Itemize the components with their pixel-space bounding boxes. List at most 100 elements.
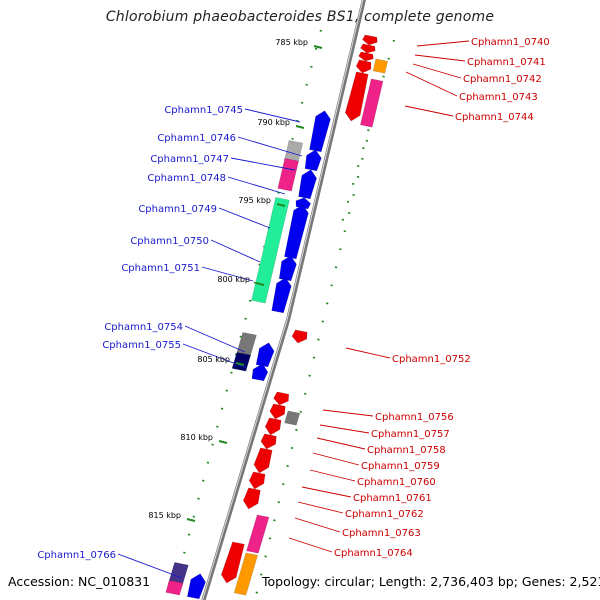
scale-tick — [218, 440, 228, 444]
map-title: Chlorobium phaeobacteroides BS1, complet… — [105, 9, 495, 25]
leader-line-reverse — [404, 105, 454, 117]
forward-lane2-gene-5 — [231, 352, 251, 372]
scale-tick — [255, 282, 265, 286]
gene-label-reverse: Cphamn1_0764 — [334, 548, 413, 559]
reverse-lane2-gene-5 — [233, 552, 259, 596]
scale-label: 800 kbp — [217, 275, 250, 284]
reverse-gene-1 — [362, 34, 378, 46]
gene-labels: Cphamn1_0745 Cphamn1_0746 Cphamn1_0747 Cpha… — [37, 37, 549, 561]
leader-line-forward — [210, 239, 261, 263]
genome-backbone — [201, 0, 366, 600]
scale-tick — [235, 362, 245, 366]
gene-label-forward: Cphamn1_0746 — [157, 133, 236, 144]
reverse-lane2-gene-3 — [284, 410, 301, 426]
leader-line-forward — [230, 157, 296, 171]
gene-label-forward: Cphamn1_0754 — [104, 322, 183, 333]
leader-line-reverse — [414, 54, 466, 62]
reverse-gene-6 — [291, 329, 308, 344]
forward-lane2-gene-3 — [251, 197, 290, 304]
forward-gene-8 — [255, 342, 275, 368]
forward-gene-5 — [284, 204, 309, 260]
forward-lane2-gene-2 — [277, 158, 299, 192]
gene-label-forward: Cphamn1_0749 — [138, 204, 217, 215]
reverse-gene-9 — [264, 417, 282, 436]
scale-label: 785 kbp — [275, 38, 308, 47]
gene-label-reverse: Cphamn1_0743 — [459, 92, 538, 103]
forward-lane2-gene-7 — [165, 580, 184, 596]
reverse-gene-11 — [253, 447, 273, 474]
topology-label: Topology: circular; Length: 2,736,403 bp… — [262, 574, 600, 589]
scale-label: 805 kbp — [197, 355, 230, 364]
reverse-gene-5 — [344, 71, 369, 122]
scale-label: 790 kbp — [257, 118, 290, 127]
accession-label: Accession: NC_010831 — [8, 574, 151, 589]
leader-line-reverse — [412, 63, 462, 79]
reverse-gene-3 — [358, 51, 374, 62]
leader-line-reverse — [301, 486, 352, 498]
gene-label-reverse: Cphamn1_0759 — [361, 461, 440, 472]
reverse-lane2-gene-2 — [360, 78, 384, 128]
leader-line-forward — [218, 207, 271, 229]
gene-label-reverse: Cphamn1_0741 — [467, 57, 546, 68]
scale-markers: 785 kbp 790 kbp 795 kbp 800 kbp 805 kbp 810 k… — [148, 38, 323, 522]
gene-label-forward: Cphamn1_0766 — [37, 550, 116, 561]
leader-line-reverse — [405, 71, 458, 97]
reverse-gene-14 — [220, 541, 245, 584]
scale-label: 815 kbp — [148, 511, 181, 520]
reverse-lane2-gene-4 — [246, 514, 270, 554]
forward-gene-6 — [278, 255, 297, 282]
leader-line-reverse — [319, 424, 370, 434]
forward-gene-10 — [186, 573, 206, 600]
leader-line-reverse — [416, 40, 470, 47]
leader-line-reverse — [288, 537, 333, 553]
leader-line-forward — [244, 108, 301, 123]
forward-gene-7 — [271, 277, 292, 314]
leader-line-reverse — [297, 501, 344, 514]
scale-label: 810 kbp — [180, 433, 213, 442]
reverse-gene-7 — [273, 391, 290, 406]
leader-line-reverse — [294, 517, 341, 533]
backbone-highlight — [201, 0, 364, 600]
gene-features — [165, 34, 389, 600]
gene-label-reverse: Cphamn1_0760 — [357, 477, 436, 488]
gene-label-reverse: Cphamn1_0761 — [353, 493, 432, 504]
gene-label-forward: Cphamn1_0747 — [150, 154, 229, 165]
reverse-gene-2 — [360, 43, 376, 54]
gene-label-forward: Cphamn1_0750 — [130, 236, 209, 247]
gene-label-forward: Cphamn1_0751 — [121, 263, 200, 274]
leader-line-forward — [184, 325, 246, 353]
scale-tick — [295, 125, 305, 129]
backbone-arc — [201, 0, 366, 600]
reverse-gene-10 — [260, 433, 277, 450]
gene-label-reverse: Cphamn1_0742 — [463, 74, 542, 85]
leader-line-reverse — [312, 452, 360, 466]
leader-line-reverse — [309, 469, 356, 482]
gene-label-reverse: Cphamn1_0757 — [371, 429, 450, 440]
leader-line-forward — [237, 136, 303, 157]
gene-label-forward: Cphamn1_0745 — [164, 105, 243, 116]
reverse-lane2-gene-1 — [372, 58, 389, 74]
forward-gene-3 — [298, 169, 317, 200]
forward-gene-9 — [251, 363, 269, 382]
gene-label-reverse: Cphamn1_0763 — [342, 528, 421, 539]
reverse-gene-8 — [269, 403, 286, 420]
gene-label-reverse: Cphamn1_0756 — [375, 412, 454, 423]
leader-line-reverse — [322, 409, 374, 417]
leader-line-forward — [227, 176, 286, 195]
leader-line-reverse — [345, 347, 391, 359]
gene-label-forward: Cphamn1_0748 — [147, 173, 226, 184]
reverse-gene-4 — [355, 59, 372, 74]
gene-label-reverse: Cphamn1_0752 — [392, 354, 471, 365]
gene-label-reverse: Cphamn1_0740 — [471, 37, 550, 48]
scale-tick — [186, 518, 196, 522]
gene-label-reverse: Cphamn1_0758 — [367, 445, 446, 456]
scale-tick — [276, 203, 286, 207]
forward-gene-2 — [304, 149, 322, 172]
forward-gene-1 — [309, 110, 331, 153]
scale-tick — [313, 45, 323, 49]
reverse-gene-12 — [248, 471, 266, 490]
reverse-gene-13 — [242, 487, 261, 510]
leader-line-reverse — [316, 437, 366, 450]
